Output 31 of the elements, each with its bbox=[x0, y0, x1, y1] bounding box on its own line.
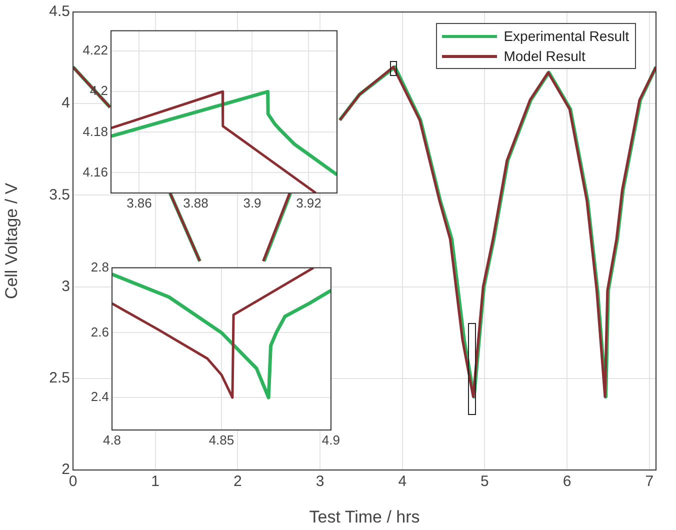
legend-label: Experimental Result bbox=[504, 28, 629, 44]
y-tick-label: 3 bbox=[62, 278, 70, 295]
x-tick-label: 4.8 bbox=[102, 432, 122, 448]
y-tick-label: 4.16 bbox=[82, 164, 108, 180]
legend-label: Model Result bbox=[504, 48, 586, 64]
x-tick-label: 3 bbox=[316, 473, 324, 490]
x-tick-label: 4.85 bbox=[208, 432, 234, 448]
x-tick-label: 5 bbox=[480, 473, 489, 490]
y-tick-label: 2.5 bbox=[49, 370, 70, 387]
y-tick-label: 2.6 bbox=[90, 324, 109, 340]
y-tick-label: 4.5 bbox=[49, 3, 70, 20]
y-tick-label: 2 bbox=[62, 461, 70, 478]
x-axis-title: Test Time / hrs bbox=[309, 507, 420, 526]
x-tick-label: 0 bbox=[68, 473, 78, 490]
y-tick-label: 3.5 bbox=[49, 186, 70, 204]
x-tick-label: 1 bbox=[151, 473, 160, 490]
y-axis-title: Cell Voltage / V bbox=[2, 182, 21, 300]
x-tick-label: 3.86 bbox=[126, 195, 152, 210]
x-tick-label: 3.88 bbox=[183, 195, 208, 210]
x-tick-label: 6 bbox=[562, 473, 572, 490]
y-tick-label: 4.22 bbox=[82, 42, 108, 58]
x-tick-label: 4.9 bbox=[322, 432, 340, 448]
x-tick-label: 3.92 bbox=[296, 195, 322, 210]
x-tick-label: 4 bbox=[398, 473, 407, 490]
y-tick-label: 4.18 bbox=[82, 124, 108, 139]
y-tick-label: 4 bbox=[62, 94, 70, 112]
x-tick-label: 7 bbox=[645, 473, 654, 490]
x-tick-label: 2 bbox=[234, 473, 242, 490]
y-tick-label: 2.8 bbox=[90, 259, 109, 274]
y-tick-label: 2.4 bbox=[90, 389, 109, 404]
x-tick-label: 3.9 bbox=[243, 195, 262, 210]
